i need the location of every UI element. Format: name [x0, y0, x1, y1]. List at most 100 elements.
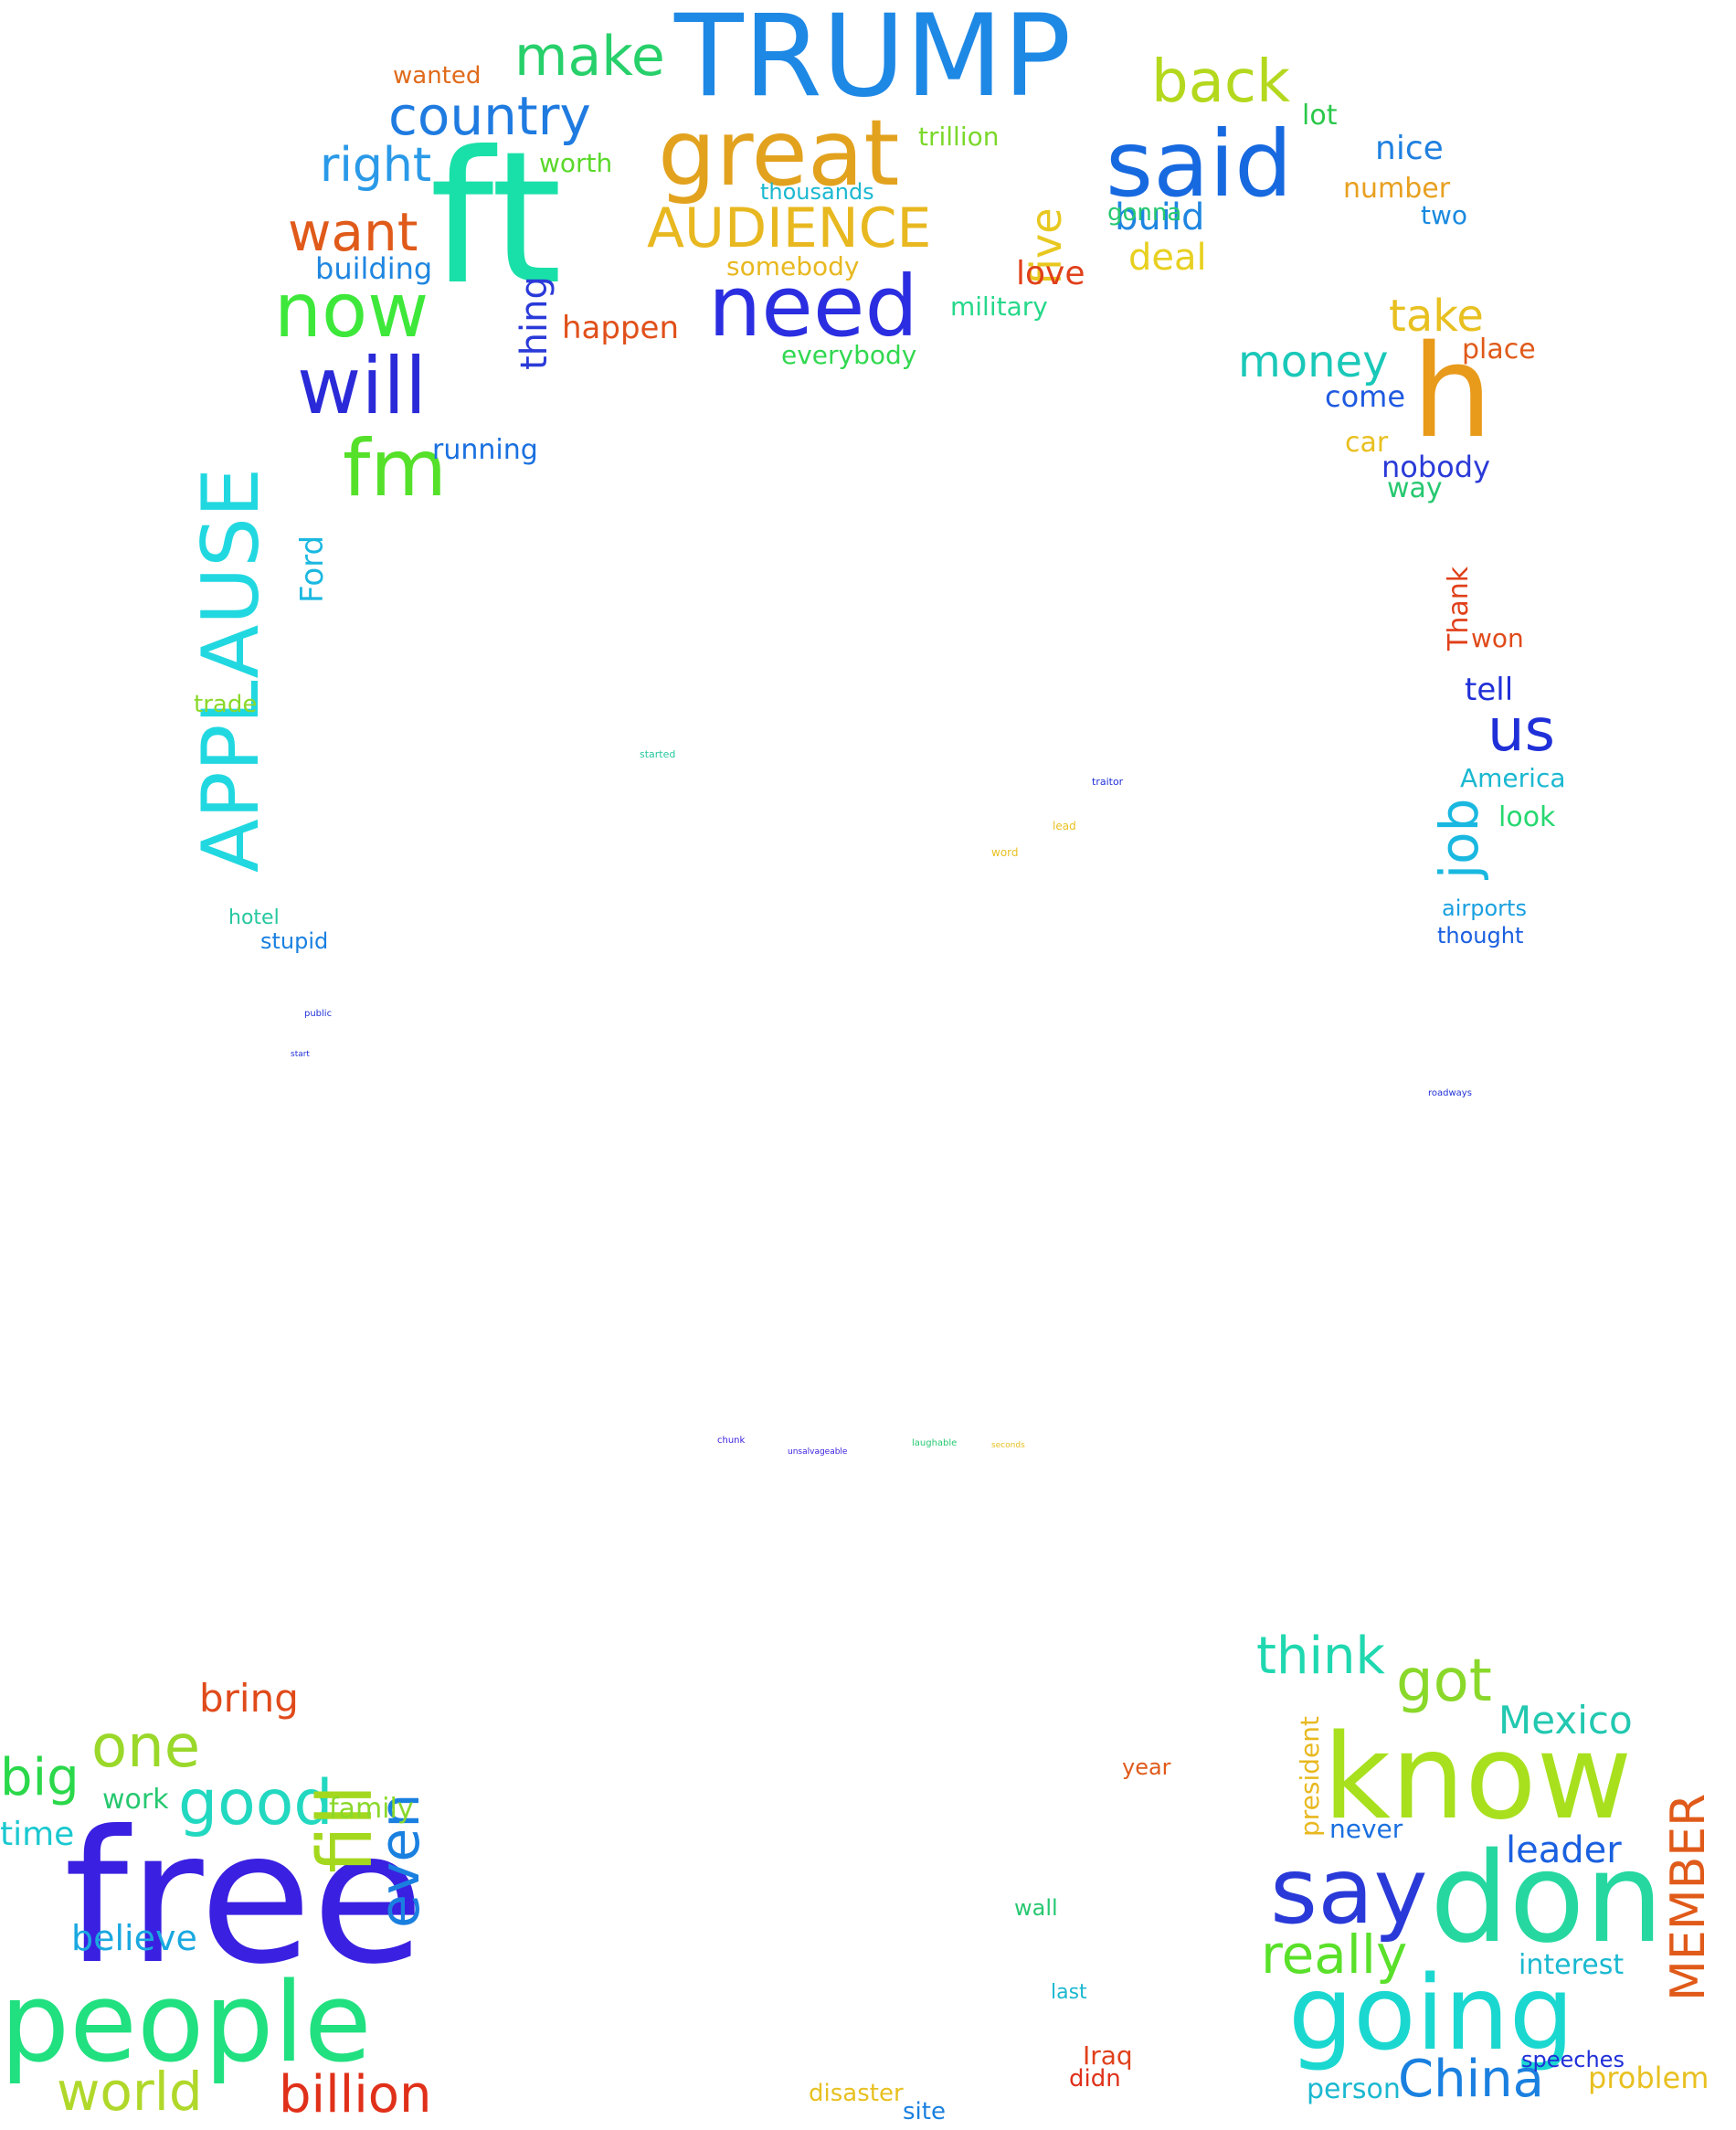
cloud-word: trillion: [918, 122, 1000, 152]
cloud-word: look: [1498, 801, 1556, 833]
cloud-word: world: [57, 2061, 203, 2123]
cloud-word: will: [297, 341, 428, 432]
cloud-word: hotel: [228, 906, 280, 929]
cloud-word: lead: [1053, 820, 1076, 832]
cloud-word: said: [1106, 111, 1293, 217]
cloud-word: wanted: [393, 62, 482, 90]
cloud-word: country: [388, 85, 591, 147]
cloud-word: time: [0, 1816, 75, 1853]
cloud-word: need: [708, 258, 918, 355]
cloud-word: don: [1430, 1827, 1664, 1971]
cloud-word: year: [1122, 1754, 1171, 1780]
cloud-word: deal: [1128, 237, 1207, 279]
cloud-word: think: [1256, 1627, 1385, 1686]
cloud-word: thing: [513, 276, 556, 370]
cloud-word: stupid: [260, 928, 329, 954]
cloud-word: take: [1389, 291, 1484, 342]
cloud-word: start: [291, 1050, 310, 1059]
cloud-word: come: [1325, 379, 1406, 414]
cloud-word: site: [903, 2098, 946, 2125]
cloud-word: seconds: [991, 1441, 1025, 1450]
cloud-word: big: [0, 1748, 79, 1807]
cloud-word: one: [91, 1713, 201, 1781]
cloud-word: know: [1323, 1710, 1633, 1846]
cloud-word: good: [178, 1767, 333, 1839]
cloud-word: leader: [1506, 1829, 1622, 1871]
cloud-word: running: [432, 434, 538, 466]
cloud-word: never: [1329, 1814, 1403, 1844]
cloud-word: believe: [71, 1918, 197, 1958]
cloud-word: APPLAUSE: [185, 467, 277, 873]
cloud-word: Ford: [294, 535, 331, 603]
cloud-word: laughable: [912, 1438, 958, 1448]
cloud-word: somebody: [726, 251, 860, 281]
cloud-word: gonna: [1107, 199, 1182, 227]
cloud-word: president: [1295, 1716, 1325, 1837]
cloud-word: thought: [1437, 923, 1524, 948]
cloud-word: problem: [1588, 2061, 1710, 2095]
cloud-word: place: [1462, 334, 1536, 366]
cloud-word: disaster: [809, 2080, 904, 2107]
cloud-word: roadways: [1428, 1088, 1472, 1098]
cloud-word: car: [1345, 427, 1389, 459]
cloud-word: work: [102, 1784, 169, 1816]
cloud-word: job: [1428, 798, 1490, 879]
cloud-word: ft: [429, 112, 563, 325]
cloud-word: family: [329, 1793, 414, 1825]
cloud-word: worth: [539, 148, 613, 178]
cloud-word: h: [1412, 318, 1493, 467]
cloud-word: two: [1421, 200, 1468, 230]
cloud-word: speeches: [1521, 2047, 1625, 2072]
cloud-word: word: [991, 846, 1019, 859]
cloud-word: love: [1016, 255, 1085, 292]
cloud-word: unsalvageable: [788, 1447, 848, 1457]
cloud-word: chunk: [717, 1436, 746, 1446]
cloud-word: building: [315, 251, 433, 286]
cloud-word: TRUMP: [674, 0, 1072, 122]
cloud-word: traitor: [1092, 776, 1124, 788]
cloud-word: wall: [1014, 1895, 1058, 1921]
cloud-word: right: [320, 138, 432, 193]
cloud-word: everybody: [781, 340, 917, 370]
cloud-word: last: [1051, 1981, 1087, 2004]
cloud-word: money: [1238, 336, 1389, 387]
cloud-word: started: [640, 748, 676, 760]
cloud-word: want: [288, 201, 418, 263]
cloud-word: really: [1261, 1923, 1408, 1986]
cloud-word: AUDIENCE: [647, 196, 932, 260]
cloud-word: going: [1288, 1955, 1574, 2073]
cloud-word: got: [1396, 1648, 1492, 1715]
cloud-word: Iraq: [1083, 2040, 1133, 2071]
cloud-word: thousands: [760, 179, 874, 205]
cloud-word: public: [304, 1009, 333, 1019]
cloud-word: Thank: [1443, 566, 1475, 651]
cloud-word: make: [514, 25, 665, 89]
cloud-word: military: [950, 291, 1048, 322]
cloud-word: won: [1471, 623, 1524, 653]
cloud-word: way: [1387, 472, 1443, 504]
cloud-word: people: [0, 1960, 372, 2087]
cloud-word: interest: [1519, 1949, 1625, 1981]
cloud-word: bring: [199, 1676, 299, 1721]
cloud-word: back: [1151, 48, 1291, 116]
cloud-word: billion: [279, 2065, 432, 2125]
cloud-word: build: [1115, 196, 1205, 238]
cloud-word: person: [1307, 2073, 1401, 2105]
cloud-word: Mexico: [1498, 1698, 1633, 1743]
cloud-word: great: [658, 100, 900, 207]
cloud-word: nice: [1375, 130, 1444, 167]
cloud-word: number: [1343, 173, 1451, 205]
cloud-word: now: [274, 268, 429, 355]
cloud-word: say: [1270, 1838, 1428, 1945]
cloud-word: airports: [1442, 895, 1527, 921]
cloud-word: trade: [194, 691, 258, 718]
cloud-word: fm: [343, 423, 448, 514]
cloud-word: lot: [1302, 100, 1338, 132]
cloud-word: free: [64, 1792, 425, 2005]
cloud-word: America: [1460, 763, 1566, 793]
cloud-word: us: [1487, 697, 1555, 765]
cloud-word: didn: [1069, 2065, 1121, 2093]
cloud-word: happen: [562, 310, 680, 346]
cloud-word: nobody: [1381, 450, 1490, 484]
